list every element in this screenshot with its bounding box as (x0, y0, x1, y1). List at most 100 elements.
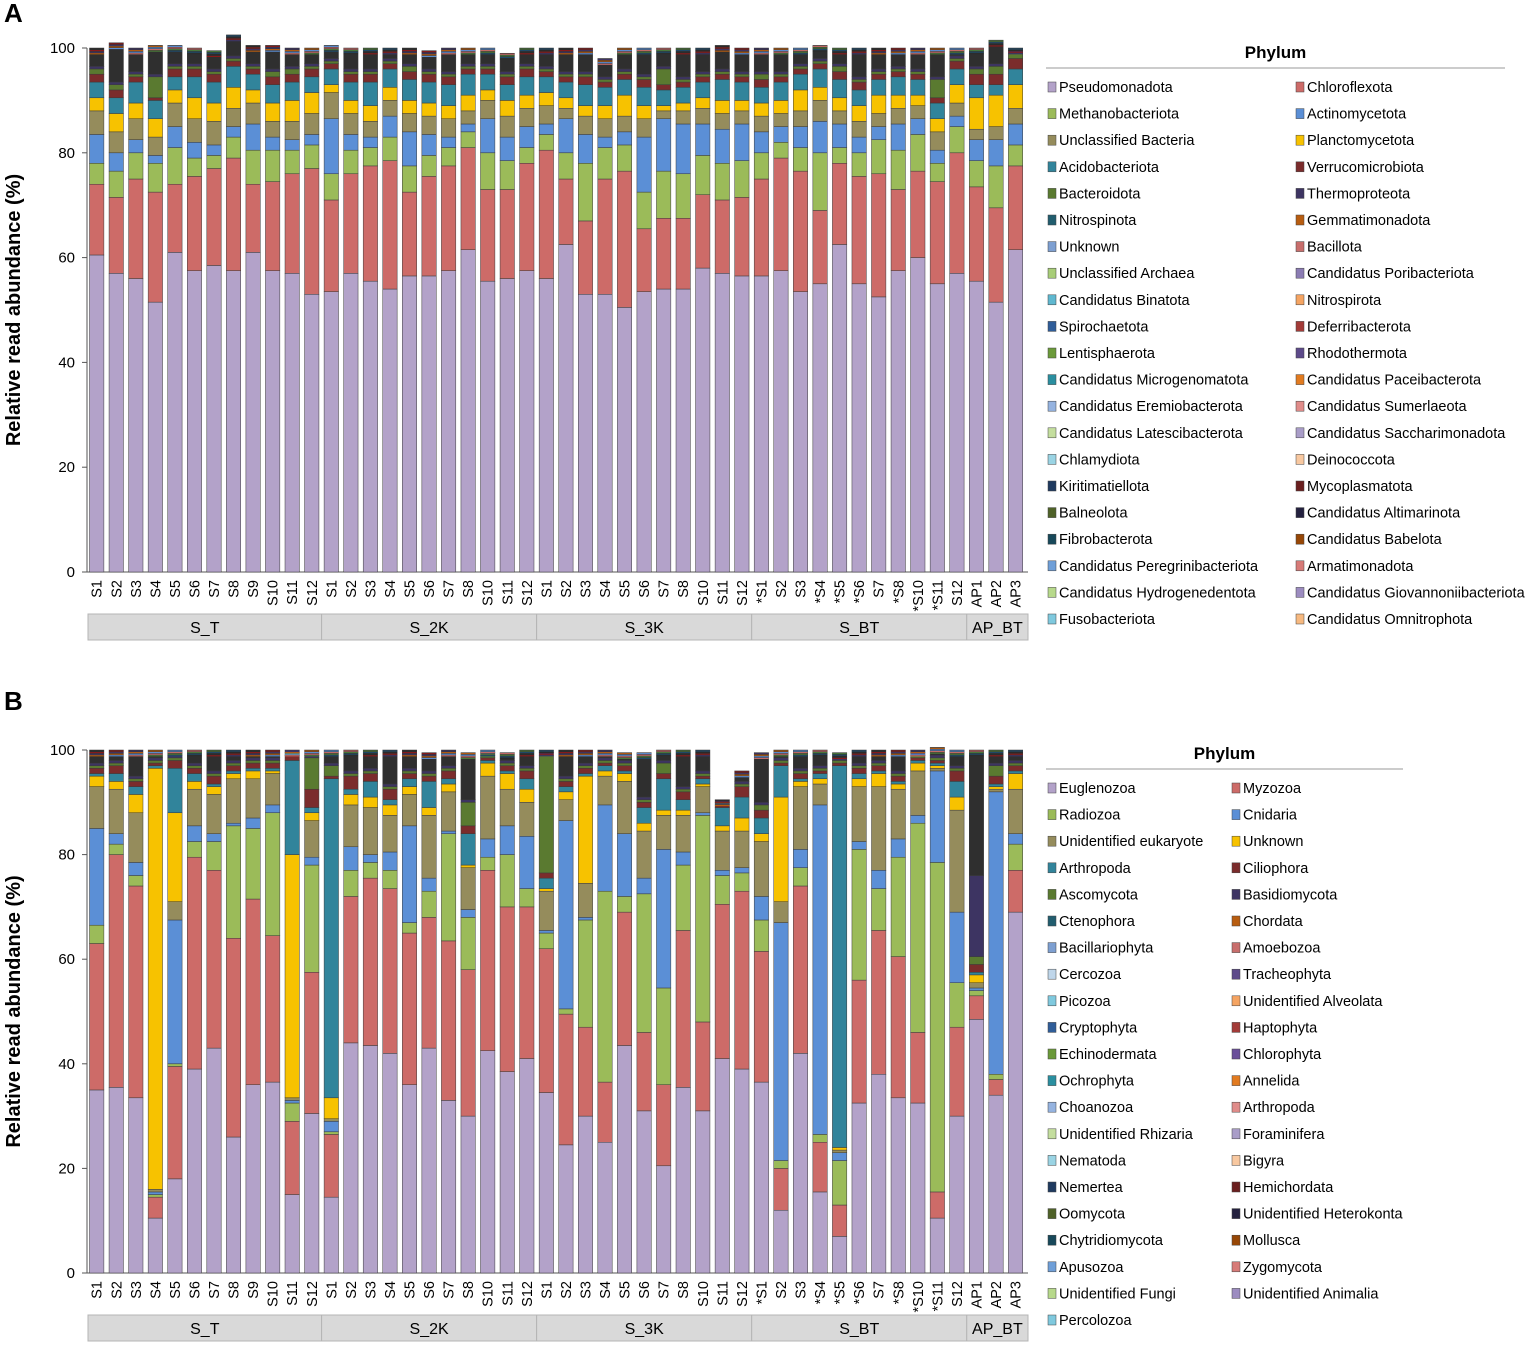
bar-segment (441, 833, 457, 942)
bar-segment (362, 807, 378, 855)
legend-swatch (1047, 995, 1057, 1007)
bar-segment (929, 770, 945, 863)
bar-segment (167, 66, 183, 70)
x-tick-label: S5 (618, 1281, 634, 1299)
bar-segment (832, 97, 848, 112)
bar-segment (675, 288, 691, 573)
bar-segment (851, 121, 867, 138)
bar-segment (538, 930, 554, 934)
bar-segment (167, 252, 183, 573)
bar-segment (832, 760, 848, 764)
bar-segment (362, 862, 378, 879)
bar-segment (108, 84, 124, 91)
bar-segment (538, 76, 554, 93)
bar-segment (949, 68, 965, 85)
bar-segment (538, 71, 554, 78)
bar-segment (187, 76, 202, 99)
bar-segment (636, 807, 652, 824)
bar-segment (362, 105, 378, 122)
bar-segment (656, 778, 672, 811)
bar-segment (969, 987, 984, 991)
x-tick-label: S10 (481, 580, 497, 606)
bar-segment (773, 757, 789, 761)
bar-segment (871, 762, 887, 766)
bar-segment (929, 47, 945, 78)
x-tick-label: S2 (344, 580, 360, 598)
bar-segment (1008, 765, 1023, 772)
bar-segment (793, 89, 808, 112)
bar-segment (597, 1142, 613, 1274)
bar-segment (578, 773, 593, 777)
bar-segment (460, 73, 476, 96)
bar-segment (949, 770, 965, 782)
bar-segment (890, 749, 906, 772)
bar-segment (206, 155, 222, 169)
bar-segment (773, 1160, 789, 1169)
bar-segment (206, 71, 222, 75)
bar-segment (362, 854, 378, 863)
bar-segment (753, 47, 769, 72)
bar-segment (753, 809, 769, 819)
bar-segment (578, 749, 593, 764)
x-tick-label: *S10 (911, 580, 927, 611)
bar-segment (597, 1081, 613, 1143)
bar-segment (929, 102, 945, 119)
group-band (966, 613, 1029, 641)
bar-segment (753, 178, 769, 277)
bar-segment (323, 92, 339, 119)
bar-segment (695, 123, 711, 156)
y-tick-label: 0 (67, 564, 75, 581)
bar-segment (812, 1134, 828, 1143)
bar-segment (812, 121, 828, 154)
bar-segment (343, 149, 359, 175)
bar-segment (578, 768, 593, 774)
bar-segment (304, 144, 320, 169)
legend-item: Annelida (1243, 1074, 1300, 1090)
bar-segment (245, 183, 261, 253)
x-tick-label: S5 (168, 1281, 184, 1299)
bar-segment (499, 100, 515, 117)
legend-swatch (1047, 294, 1057, 306)
bar-segment (480, 280, 496, 573)
bar-segment (382, 115, 398, 138)
bar-segment (558, 152, 574, 180)
bar-segment (284, 1102, 300, 1122)
bar-segment (245, 63, 261, 67)
legend-item: Choanozoa (1059, 1100, 1134, 1116)
x-tick-label: *S1 (754, 580, 770, 603)
bar-segment (382, 786, 398, 790)
legend-item: Percolozoa (1059, 1313, 1132, 1329)
bar-segment (871, 47, 887, 70)
bar-segment (245, 89, 261, 104)
bar-segment (519, 270, 535, 573)
bar-segment (1008, 58, 1023, 70)
bar-segment (265, 76, 281, 85)
bar-segment (1008, 165, 1023, 250)
bar-segment (284, 100, 300, 122)
bar-segment (304, 113, 320, 135)
bar-segment (499, 765, 515, 772)
bar-segment (656, 218, 672, 290)
bar-segment (402, 794, 417, 827)
bar-segment (636, 79, 652, 88)
bar-segment (617, 144, 632, 172)
bar-segment (753, 896, 769, 921)
bar-segment (128, 71, 144, 75)
legend-swatch (1295, 294, 1305, 306)
bar-segment (597, 136, 613, 148)
legend-item: Myzozoa (1243, 781, 1302, 797)
bar-segment (304, 76, 320, 93)
bar-segment (304, 864, 320, 973)
bar-segment (128, 76, 144, 83)
bar-segment (617, 131, 632, 146)
bar-segment (675, 110, 691, 125)
bar-segment (128, 781, 144, 787)
bar-segment (617, 79, 632, 96)
bar-segment (949, 796, 965, 811)
legend-swatch (1047, 400, 1057, 412)
bar-segment (636, 752, 652, 798)
legend-swatch (1047, 134, 1057, 146)
legend-item: Nematoda (1059, 1153, 1127, 1169)
bar-segment (714, 71, 730, 75)
bar-segment (969, 982, 984, 989)
